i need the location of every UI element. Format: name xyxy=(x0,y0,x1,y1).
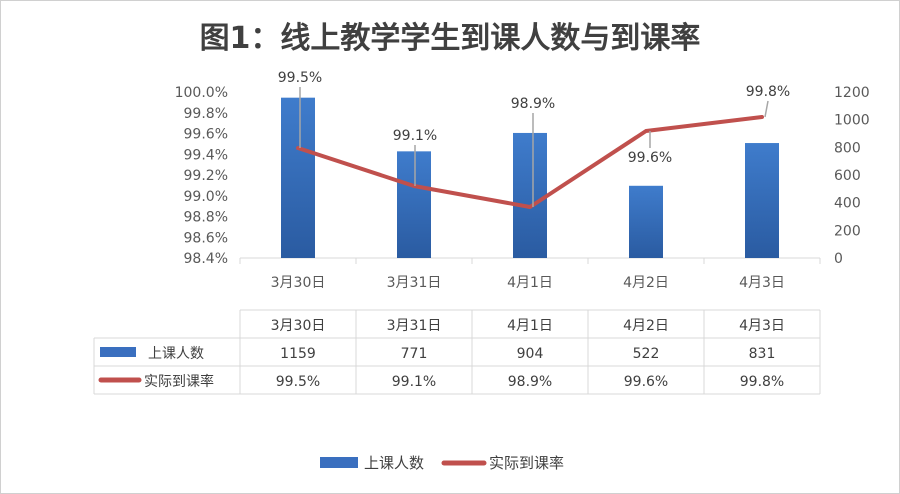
x-axis-tick-label: 4月1日 xyxy=(507,275,553,291)
bar xyxy=(629,185,663,258)
table-cell: 99.6% xyxy=(624,374,668,390)
table-cell: 831 xyxy=(749,346,776,362)
table-cell: 99.1% xyxy=(392,374,436,390)
table-row-label: 上课人数 xyxy=(148,346,204,362)
rate-data-label: 99.5% xyxy=(278,70,322,86)
data-label-leader xyxy=(764,100,769,118)
table-cell: 904 xyxy=(517,346,544,362)
left-axis-tick-label: 100.0% xyxy=(175,85,228,101)
right-axis-tick-label: 600 xyxy=(834,168,861,184)
left-axis-tick-label: 99.2% xyxy=(184,168,228,184)
left-axis-tick-label: 99.4% xyxy=(184,147,228,163)
left-axis-tick-label: 99.6% xyxy=(184,127,228,143)
rate-data-label: 98.9% xyxy=(511,96,555,112)
left-axis-tick-label: 98.4% xyxy=(184,251,228,267)
table-header-cell: 3月30日 xyxy=(271,318,326,334)
bar xyxy=(281,97,315,259)
left-axis-tick-label: 98.6% xyxy=(184,230,228,246)
left-axis-tick-label: 99.8% xyxy=(184,106,228,122)
table-row-label: 实际到课率 xyxy=(144,373,214,390)
legend-bar-swatch xyxy=(320,457,358,468)
x-axis-tick-label: 3月30日 xyxy=(271,275,326,291)
table-legend-bar-swatch xyxy=(100,347,136,357)
table-cell: 522 xyxy=(633,346,660,362)
rate-data-label: 99.8% xyxy=(746,84,790,100)
table-header-cell: 4月2日 xyxy=(623,318,669,334)
table-cell: 1159 xyxy=(280,346,316,362)
rate-data-label: 99.6% xyxy=(628,150,672,166)
bar xyxy=(513,132,547,258)
bar xyxy=(745,143,779,258)
left-axis-tick-label: 98.8% xyxy=(184,210,228,226)
x-axis-tick-label: 4月2日 xyxy=(623,275,669,291)
x-axis-tick-label: 4月3日 xyxy=(739,275,785,291)
table-cell: 771 xyxy=(401,346,428,362)
chart-title: 图1：线上教学学生到课人数与到课率 xyxy=(199,21,701,56)
right-axis-tick-label: 1200 xyxy=(834,85,870,101)
right-axis-tick-label: 400 xyxy=(834,196,861,212)
bar xyxy=(397,151,431,258)
right-axis-tick-label: 200 xyxy=(834,223,861,239)
left-axis-tick-label: 99.0% xyxy=(184,189,228,205)
table-header-cell: 4月1日 xyxy=(507,318,553,334)
table-header-cell: 4月3日 xyxy=(739,318,785,334)
legend-label: 实际到课率 xyxy=(489,454,564,472)
right-axis-tick-label: 0 xyxy=(834,251,843,267)
rate-line xyxy=(296,115,764,209)
right-axis-tick-label: 800 xyxy=(834,140,861,156)
x-axis-tick-label: 3月31日 xyxy=(387,275,442,291)
rate-data-label: 99.1% xyxy=(393,128,437,144)
legend-label: 上课人数 xyxy=(364,454,424,472)
table-cell: 99.8% xyxy=(740,374,784,390)
table-cell: 99.5% xyxy=(276,374,320,390)
table-header-cell: 3月31日 xyxy=(387,318,442,334)
table-cell: 98.9% xyxy=(508,374,552,390)
right-axis-tick-label: 1000 xyxy=(834,113,870,129)
